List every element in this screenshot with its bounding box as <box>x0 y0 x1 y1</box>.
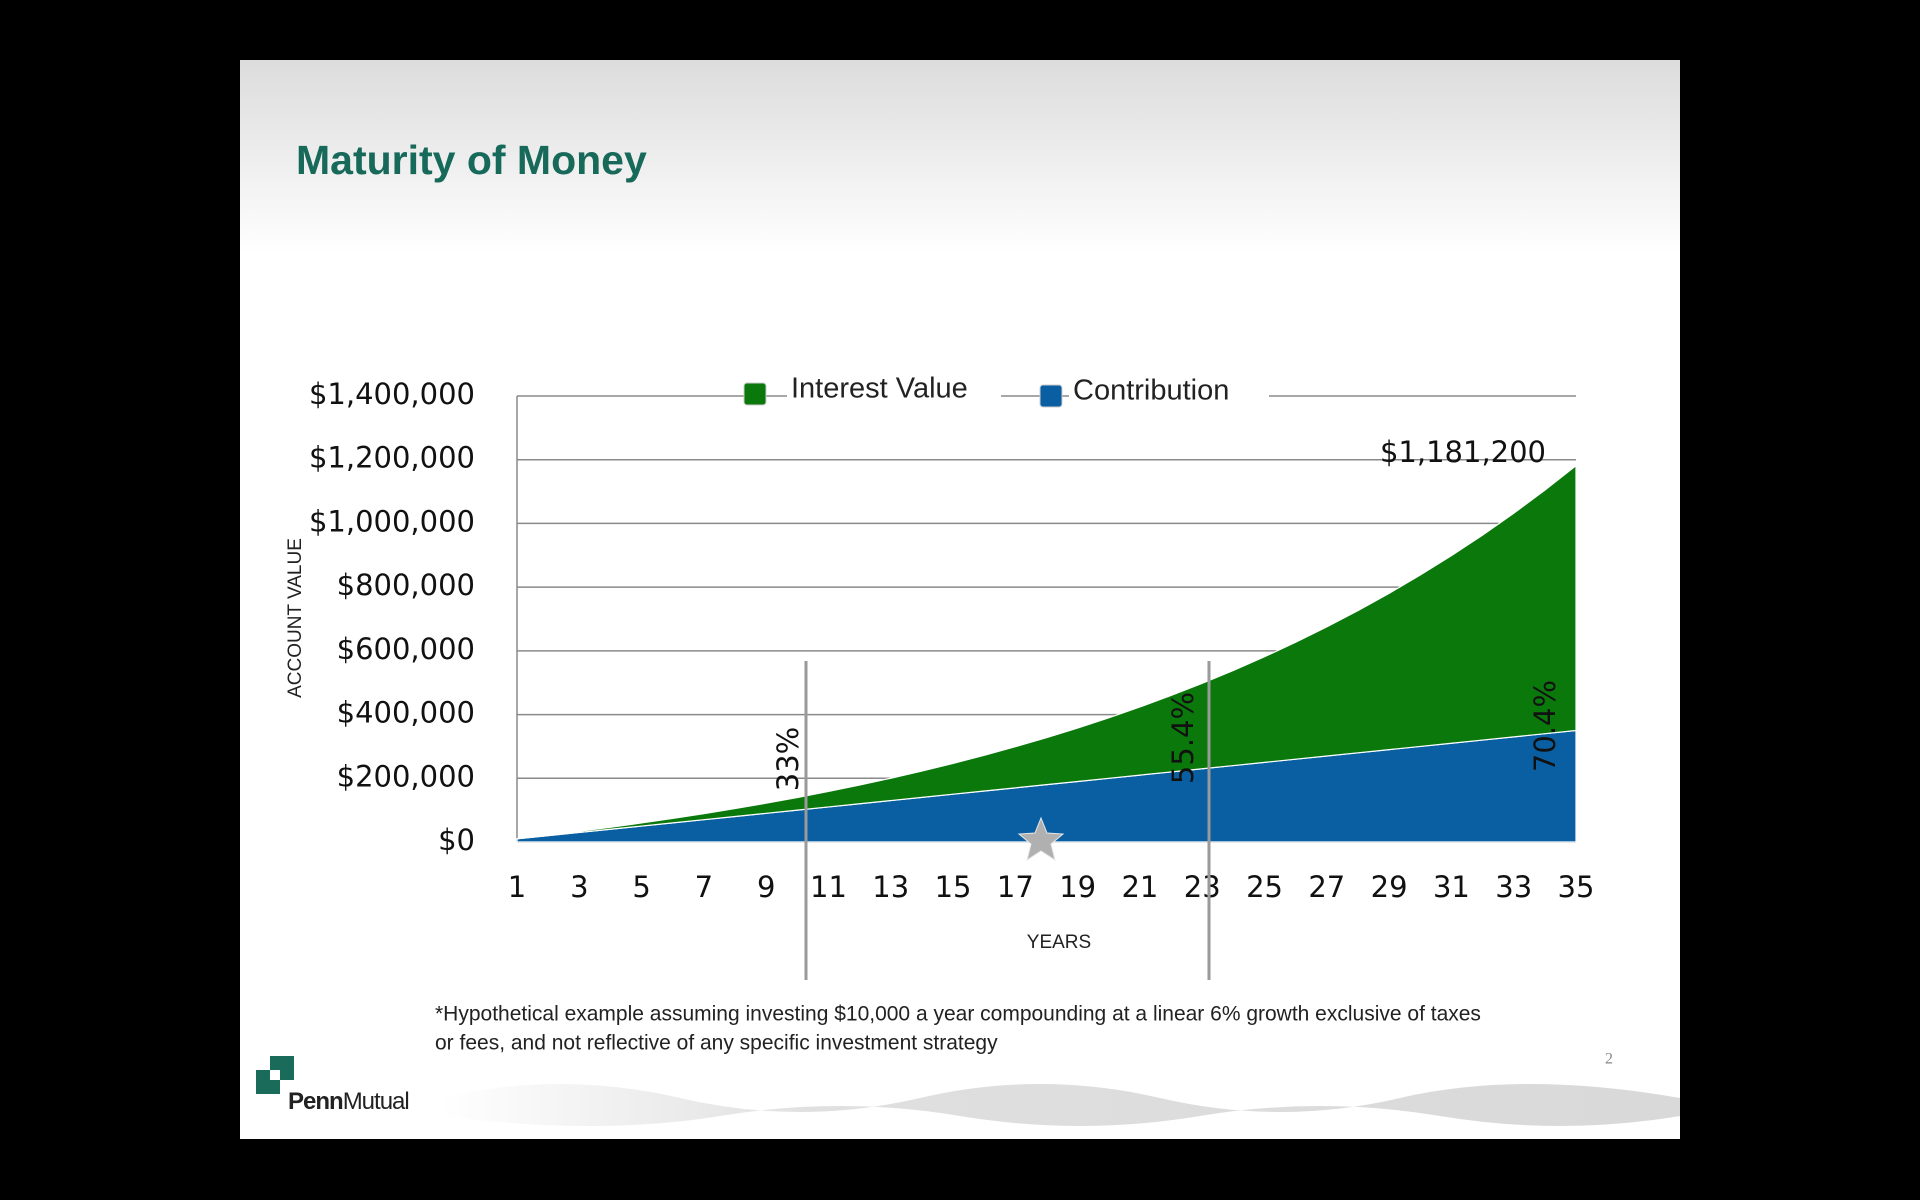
legend-label: Interest Value <box>791 373 968 405</box>
y-tick-label: $600,000 <box>337 632 475 666</box>
annotation: 70.4% <box>1528 680 1562 772</box>
legend-bg <box>787 374 1001 414</box>
y-axis-label: ACCOUNT VALUE <box>285 538 306 698</box>
y-tick-label: $400,000 <box>337 696 475 730</box>
wave-band <box>440 1084 1680 1126</box>
logo: PennMutual <box>256 1056 410 1115</box>
x-tick-label: 3 <box>570 870 588 904</box>
x-tick-label: 31 <box>1433 870 1470 904</box>
annotation: $1,181,200 <box>1380 435 1546 469</box>
y-tick-label: $800,000 <box>337 568 475 602</box>
x-tick-label: 5 <box>632 870 650 904</box>
x-tick-label: 23 <box>1184 870 1221 904</box>
x-tick-label: 15 <box>935 870 972 904</box>
x-tick-label: 35 <box>1558 870 1595 904</box>
y-tick-label: $0 <box>438 823 475 857</box>
footnote-line: or fees, and not reflective of any speci… <box>435 1032 998 1055</box>
logo-icon <box>256 1056 294 1094</box>
legend-swatch <box>743 382 767 406</box>
x-tick-label: 1 <box>508 870 526 904</box>
x-tick-label: 25 <box>1246 870 1283 904</box>
x-axis-label: YEARS <box>1027 932 1091 953</box>
x-tick-label: 13 <box>872 870 909 904</box>
legend-swatch <box>1039 384 1063 408</box>
annotation: 55.4% <box>1166 692 1200 784</box>
x-tick-label: 9 <box>757 870 775 904</box>
x-tick-label: 29 <box>1371 870 1408 904</box>
annotation: 33% <box>771 727 805 791</box>
footnote-line: *Hypothetical example assuming investing… <box>435 1003 1481 1026</box>
x-tick-label: 27 <box>1308 870 1345 904</box>
area <box>516 464 1577 840</box>
slide-title: Maturity of Money <box>296 137 647 183</box>
legend-label: Contribution <box>1073 375 1229 407</box>
y-tick-label: $1,400,000 <box>309 377 475 411</box>
x-tick-label: 7 <box>695 870 713 904</box>
x-tick-label: 21 <box>1121 870 1158 904</box>
star <box>1017 816 1065 862</box>
x-tick-label: 17 <box>997 870 1034 904</box>
x-tick-label: 11 <box>810 870 847 904</box>
y-tick-label: $1,000,000 <box>309 504 475 538</box>
x-tick-label: 19 <box>1059 870 1096 904</box>
logo-text-bold: Penn <box>288 1088 343 1115</box>
x-tick-label: 33 <box>1495 870 1532 904</box>
y-tick-label: $200,000 <box>337 759 475 793</box>
logo-text: PennMutual <box>288 1088 409 1115</box>
page-number: 2 <box>1605 1051 1613 1068</box>
y-tick-label: $1,200,000 <box>309 441 475 475</box>
legend-bg <box>1069 376 1269 416</box>
chart: $0 $200,000 $400,000 $600,000 $800,000 $1,000… <box>285 373 1594 980</box>
logo-text-light: Mutual <box>343 1088 409 1115</box>
